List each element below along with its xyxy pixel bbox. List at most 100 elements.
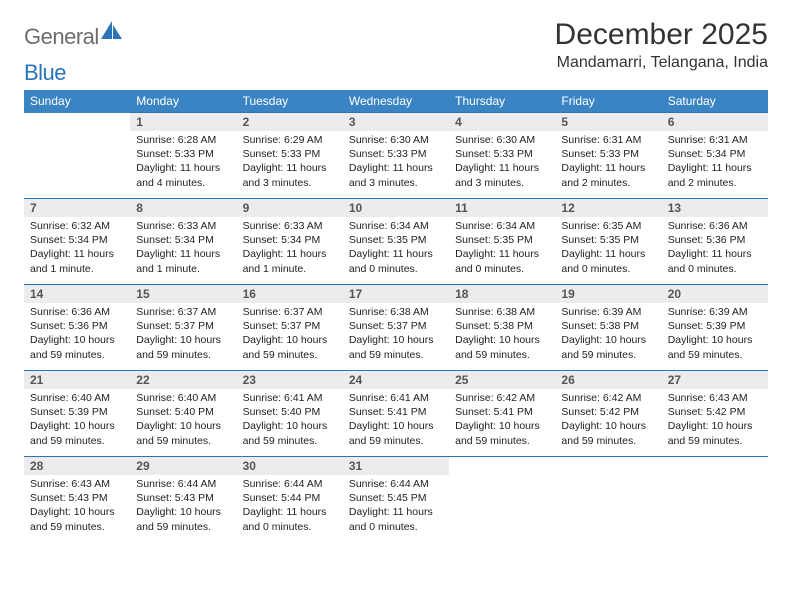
calendar-cell: 1Sunrise: 6:28 AMSunset: 5:33 PMDaylight… xyxy=(130,113,236,199)
calendar-row: 28Sunrise: 6:43 AMSunset: 5:43 PMDayligh… xyxy=(24,457,768,543)
day-number: 8 xyxy=(130,199,236,217)
day-info: Sunrise: 6:38 AMSunset: 5:38 PMDaylight:… xyxy=(449,303,555,366)
day-info: Sunrise: 6:31 AMSunset: 5:34 PMDaylight:… xyxy=(662,131,768,194)
weekday-row: Sunday Monday Tuesday Wednesday Thursday… xyxy=(24,90,768,113)
day-number: 4 xyxy=(449,113,555,131)
calendar-cell: 28Sunrise: 6:43 AMSunset: 5:43 PMDayligh… xyxy=(24,457,130,543)
day-info: Sunrise: 6:43 AMSunset: 5:42 PMDaylight:… xyxy=(662,389,768,452)
calendar-cell: 16Sunrise: 6:37 AMSunset: 5:37 PMDayligh… xyxy=(237,285,343,371)
day-info: Sunrise: 6:36 AMSunset: 5:36 PMDaylight:… xyxy=(662,217,768,280)
calendar-row: 21Sunrise: 6:40 AMSunset: 5:39 PMDayligh… xyxy=(24,371,768,457)
calendar-cell: 6Sunrise: 6:31 AMSunset: 5:34 PMDaylight… xyxy=(662,113,768,199)
day-number: 18 xyxy=(449,285,555,303)
day-number: 25 xyxy=(449,371,555,389)
calendar-cell: 4Sunrise: 6:30 AMSunset: 5:33 PMDaylight… xyxy=(449,113,555,199)
calendar-cell xyxy=(449,457,555,543)
day-info: Sunrise: 6:44 AMSunset: 5:43 PMDaylight:… xyxy=(130,475,236,538)
calendar-cell xyxy=(24,113,130,199)
day-info: Sunrise: 6:39 AMSunset: 5:38 PMDaylight:… xyxy=(555,303,661,366)
day-number: 26 xyxy=(555,371,661,389)
calendar-page: General December 2025 Mandamarri, Telang… xyxy=(0,0,792,553)
logo-word2: Blue xyxy=(24,60,66,85)
day-info: Sunrise: 6:42 AMSunset: 5:42 PMDaylight:… xyxy=(555,389,661,452)
day-info: Sunrise: 6:30 AMSunset: 5:33 PMDaylight:… xyxy=(449,131,555,194)
day-info: Sunrise: 6:37 AMSunset: 5:37 PMDaylight:… xyxy=(237,303,343,366)
day-info: Sunrise: 6:38 AMSunset: 5:37 PMDaylight:… xyxy=(343,303,449,366)
calendar-cell: 31Sunrise: 6:44 AMSunset: 5:45 PMDayligh… xyxy=(343,457,449,543)
calendar-cell: 25Sunrise: 6:42 AMSunset: 5:41 PMDayligh… xyxy=(449,371,555,457)
day-info: Sunrise: 6:37 AMSunset: 5:37 PMDaylight:… xyxy=(130,303,236,366)
day-number: 27 xyxy=(662,371,768,389)
calendar-cell: 15Sunrise: 6:37 AMSunset: 5:37 PMDayligh… xyxy=(130,285,236,371)
day-number: 22 xyxy=(130,371,236,389)
day-info: Sunrise: 6:42 AMSunset: 5:41 PMDaylight:… xyxy=(449,389,555,452)
calendar-cell: 11Sunrise: 6:34 AMSunset: 5:35 PMDayligh… xyxy=(449,199,555,285)
day-info: Sunrise: 6:41 AMSunset: 5:40 PMDaylight:… xyxy=(237,389,343,452)
day-info: Sunrise: 6:30 AMSunset: 5:33 PMDaylight:… xyxy=(343,131,449,194)
calendar-row: 1Sunrise: 6:28 AMSunset: 5:33 PMDaylight… xyxy=(24,113,768,199)
calendar-cell: 13Sunrise: 6:36 AMSunset: 5:36 PMDayligh… xyxy=(662,199,768,285)
day-number: 19 xyxy=(555,285,661,303)
calendar-cell: 19Sunrise: 6:39 AMSunset: 5:38 PMDayligh… xyxy=(555,285,661,371)
calendar-row: 7Sunrise: 6:32 AMSunset: 5:34 PMDaylight… xyxy=(24,199,768,285)
day-number: 20 xyxy=(662,285,768,303)
calendar-cell: 9Sunrise: 6:33 AMSunset: 5:34 PMDaylight… xyxy=(237,199,343,285)
day-number: 21 xyxy=(24,371,130,389)
day-number: 7 xyxy=(24,199,130,217)
calendar-cell: 20Sunrise: 6:39 AMSunset: 5:39 PMDayligh… xyxy=(662,285,768,371)
day-number: 12 xyxy=(555,199,661,217)
day-number: 23 xyxy=(237,371,343,389)
day-number: 6 xyxy=(662,113,768,131)
day-info: Sunrise: 6:35 AMSunset: 5:35 PMDaylight:… xyxy=(555,217,661,280)
day-number: 1 xyxy=(130,113,236,131)
day-info: Sunrise: 6:40 AMSunset: 5:39 PMDaylight:… xyxy=(24,389,130,452)
calendar-cell: 14Sunrise: 6:36 AMSunset: 5:36 PMDayligh… xyxy=(24,285,130,371)
day-info: Sunrise: 6:33 AMSunset: 5:34 PMDaylight:… xyxy=(237,217,343,280)
day-info: Sunrise: 6:34 AMSunset: 5:35 PMDaylight:… xyxy=(343,217,449,280)
day-number: 14 xyxy=(24,285,130,303)
day-number: 15 xyxy=(130,285,236,303)
calendar-cell xyxy=(555,457,661,543)
day-number: 3 xyxy=(343,113,449,131)
day-info: Sunrise: 6:40 AMSunset: 5:40 PMDaylight:… xyxy=(130,389,236,452)
day-number: 9 xyxy=(237,199,343,217)
day-number: 30 xyxy=(237,457,343,475)
day-info: Sunrise: 6:31 AMSunset: 5:33 PMDaylight:… xyxy=(555,131,661,194)
weekday-heading: Thursday xyxy=(449,90,555,113)
calendar-cell: 12Sunrise: 6:35 AMSunset: 5:35 PMDayligh… xyxy=(555,199,661,285)
day-number: 10 xyxy=(343,199,449,217)
day-number: 16 xyxy=(237,285,343,303)
calendar-cell: 8Sunrise: 6:33 AMSunset: 5:34 PMDaylight… xyxy=(130,199,236,285)
day-info: Sunrise: 6:44 AMSunset: 5:45 PMDaylight:… xyxy=(343,475,449,538)
day-info: Sunrise: 6:32 AMSunset: 5:34 PMDaylight:… xyxy=(24,217,130,280)
calendar-cell: 23Sunrise: 6:41 AMSunset: 5:40 PMDayligh… xyxy=(237,371,343,457)
calendar-row: 14Sunrise: 6:36 AMSunset: 5:36 PMDayligh… xyxy=(24,285,768,371)
day-info: Sunrise: 6:41 AMSunset: 5:41 PMDaylight:… xyxy=(343,389,449,452)
calendar-cell xyxy=(662,457,768,543)
day-info: Sunrise: 6:44 AMSunset: 5:44 PMDaylight:… xyxy=(237,475,343,538)
calendar-cell: 24Sunrise: 6:41 AMSunset: 5:41 PMDayligh… xyxy=(343,371,449,457)
day-info: Sunrise: 6:36 AMSunset: 5:36 PMDaylight:… xyxy=(24,303,130,366)
weekday-heading: Sunday xyxy=(24,90,130,113)
calendar-cell: 10Sunrise: 6:34 AMSunset: 5:35 PMDayligh… xyxy=(343,199,449,285)
calendar-cell: 5Sunrise: 6:31 AMSunset: 5:33 PMDaylight… xyxy=(555,113,661,199)
weekday-heading: Wednesday xyxy=(343,90,449,113)
day-number: 5 xyxy=(555,113,661,131)
weekday-heading: Monday xyxy=(130,90,236,113)
day-number: 2 xyxy=(237,113,343,131)
day-number: 13 xyxy=(662,199,768,217)
day-info: Sunrise: 6:43 AMSunset: 5:43 PMDaylight:… xyxy=(24,475,130,538)
logo-word1: General xyxy=(24,24,99,50)
calendar-body: 1Sunrise: 6:28 AMSunset: 5:33 PMDaylight… xyxy=(24,113,768,543)
sail-icon xyxy=(101,21,123,46)
calendar-cell: 30Sunrise: 6:44 AMSunset: 5:44 PMDayligh… xyxy=(237,457,343,543)
weekday-heading: Tuesday xyxy=(237,90,343,113)
day-number: 11 xyxy=(449,199,555,217)
day-info: Sunrise: 6:34 AMSunset: 5:35 PMDaylight:… xyxy=(449,217,555,280)
day-info: Sunrise: 6:39 AMSunset: 5:39 PMDaylight:… xyxy=(662,303,768,366)
day-info: Sunrise: 6:28 AMSunset: 5:33 PMDaylight:… xyxy=(130,131,236,194)
calendar-cell: 26Sunrise: 6:42 AMSunset: 5:42 PMDayligh… xyxy=(555,371,661,457)
day-info: Sunrise: 6:29 AMSunset: 5:33 PMDaylight:… xyxy=(237,131,343,194)
day-number: 29 xyxy=(130,457,236,475)
calendar-cell: 7Sunrise: 6:32 AMSunset: 5:34 PMDaylight… xyxy=(24,199,130,285)
